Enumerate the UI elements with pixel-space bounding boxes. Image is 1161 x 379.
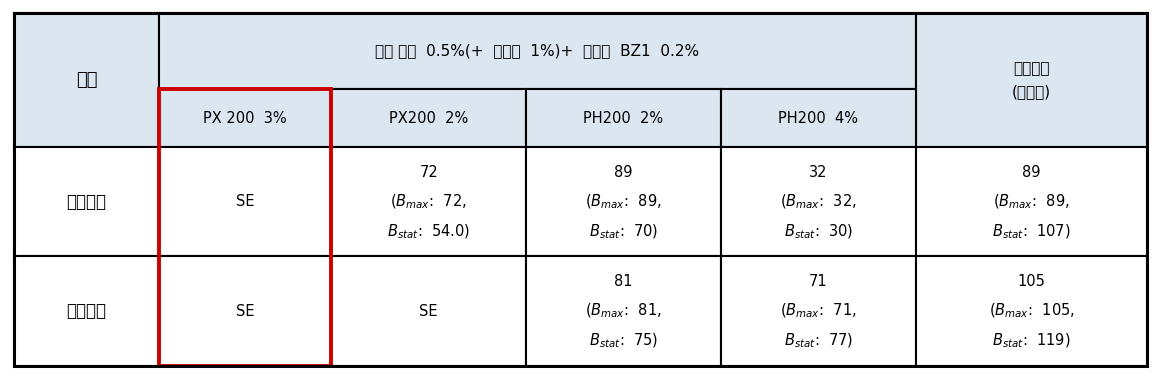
Text: $(B_{max}$:  32,: $(B_{max}$: 32, — [780, 193, 857, 211]
Text: $(B_{max}$:  89,: $(B_{max}$: 89, — [993, 193, 1069, 211]
Bar — [14, 13, 159, 147]
Bar — [159, 89, 331, 147]
Text: $B_{stat}$:  107): $B_{stat}$: 107) — [993, 222, 1070, 241]
Bar — [159, 257, 331, 366]
Text: $(B_{max}$:  105,: $(B_{max}$: 105, — [988, 302, 1074, 320]
Text: $B_{stat}$:  77): $B_{stat}$: 77) — [784, 331, 853, 350]
Text: PH200  2%: PH200 2% — [584, 111, 664, 125]
Text: 가로방향: 가로방향 — [66, 302, 107, 320]
Text: 71: 71 — [809, 274, 828, 289]
Text: $B_{stat}$:  30): $B_{stat}$: 30) — [784, 222, 853, 241]
Text: SE: SE — [236, 304, 254, 319]
Text: 72: 72 — [419, 165, 438, 180]
Text: $(B_{max}$:  81,: $(B_{max}$: 81, — [585, 302, 662, 320]
Bar — [721, 147, 916, 257]
Text: $(B_{max}$:  72,: $(B_{max}$: 72, — [390, 193, 467, 211]
Text: $(B_{max}$:  89,: $(B_{max}$: 89, — [585, 193, 662, 211]
Bar — [916, 147, 1147, 257]
Bar — [526, 257, 721, 366]
Text: PH200  4%: PH200 4% — [779, 111, 858, 125]
Bar — [721, 257, 916, 366]
Text: $B_{stat}$:  119): $B_{stat}$: 119) — [993, 331, 1070, 350]
Bar — [916, 13, 1147, 147]
Text: $B_{stat}$:  54.0): $B_{stat}$: 54.0) — [387, 222, 470, 241]
Text: 81: 81 — [614, 274, 633, 289]
Bar — [331, 257, 526, 366]
Text: 세로방향: 세로방향 — [66, 193, 107, 211]
Bar — [14, 147, 159, 257]
Text: PX200  2%: PX200 2% — [389, 111, 468, 125]
Bar — [159, 13, 916, 89]
Text: 타사제품
(비교용): 타사제품 (비교용) — [1012, 62, 1051, 99]
Text: SE: SE — [236, 194, 254, 209]
Bar — [331, 147, 526, 257]
Bar — [526, 89, 721, 147]
Text: $B_{stat}$:  75): $B_{stat}$: 75) — [589, 331, 658, 350]
Bar — [916, 257, 1147, 366]
Bar — [331, 89, 526, 147]
Text: 난연 수지  0.5%(+  방오제  1%)+  가교제  BZ1  0.2%: 난연 수지 0.5%(+ 방오제 1%)+ 가교제 BZ1 0.2% — [375, 44, 700, 59]
Text: 32: 32 — [809, 165, 828, 180]
Text: $B_{stat}$:  70): $B_{stat}$: 70) — [589, 222, 658, 241]
Text: 105: 105 — [1017, 274, 1045, 289]
Text: $(B_{max}$:  71,: $(B_{max}$: 71, — [780, 302, 857, 320]
Text: 89: 89 — [614, 165, 633, 180]
Bar — [159, 89, 331, 366]
Text: SE: SE — [419, 304, 438, 319]
Text: 구분: 구분 — [75, 71, 98, 89]
Bar — [526, 147, 721, 257]
Text: 89: 89 — [1022, 165, 1040, 180]
Text: PX 200  3%: PX 200 3% — [203, 111, 287, 125]
Bar — [14, 257, 159, 366]
Bar — [721, 89, 916, 147]
Bar — [159, 147, 331, 257]
